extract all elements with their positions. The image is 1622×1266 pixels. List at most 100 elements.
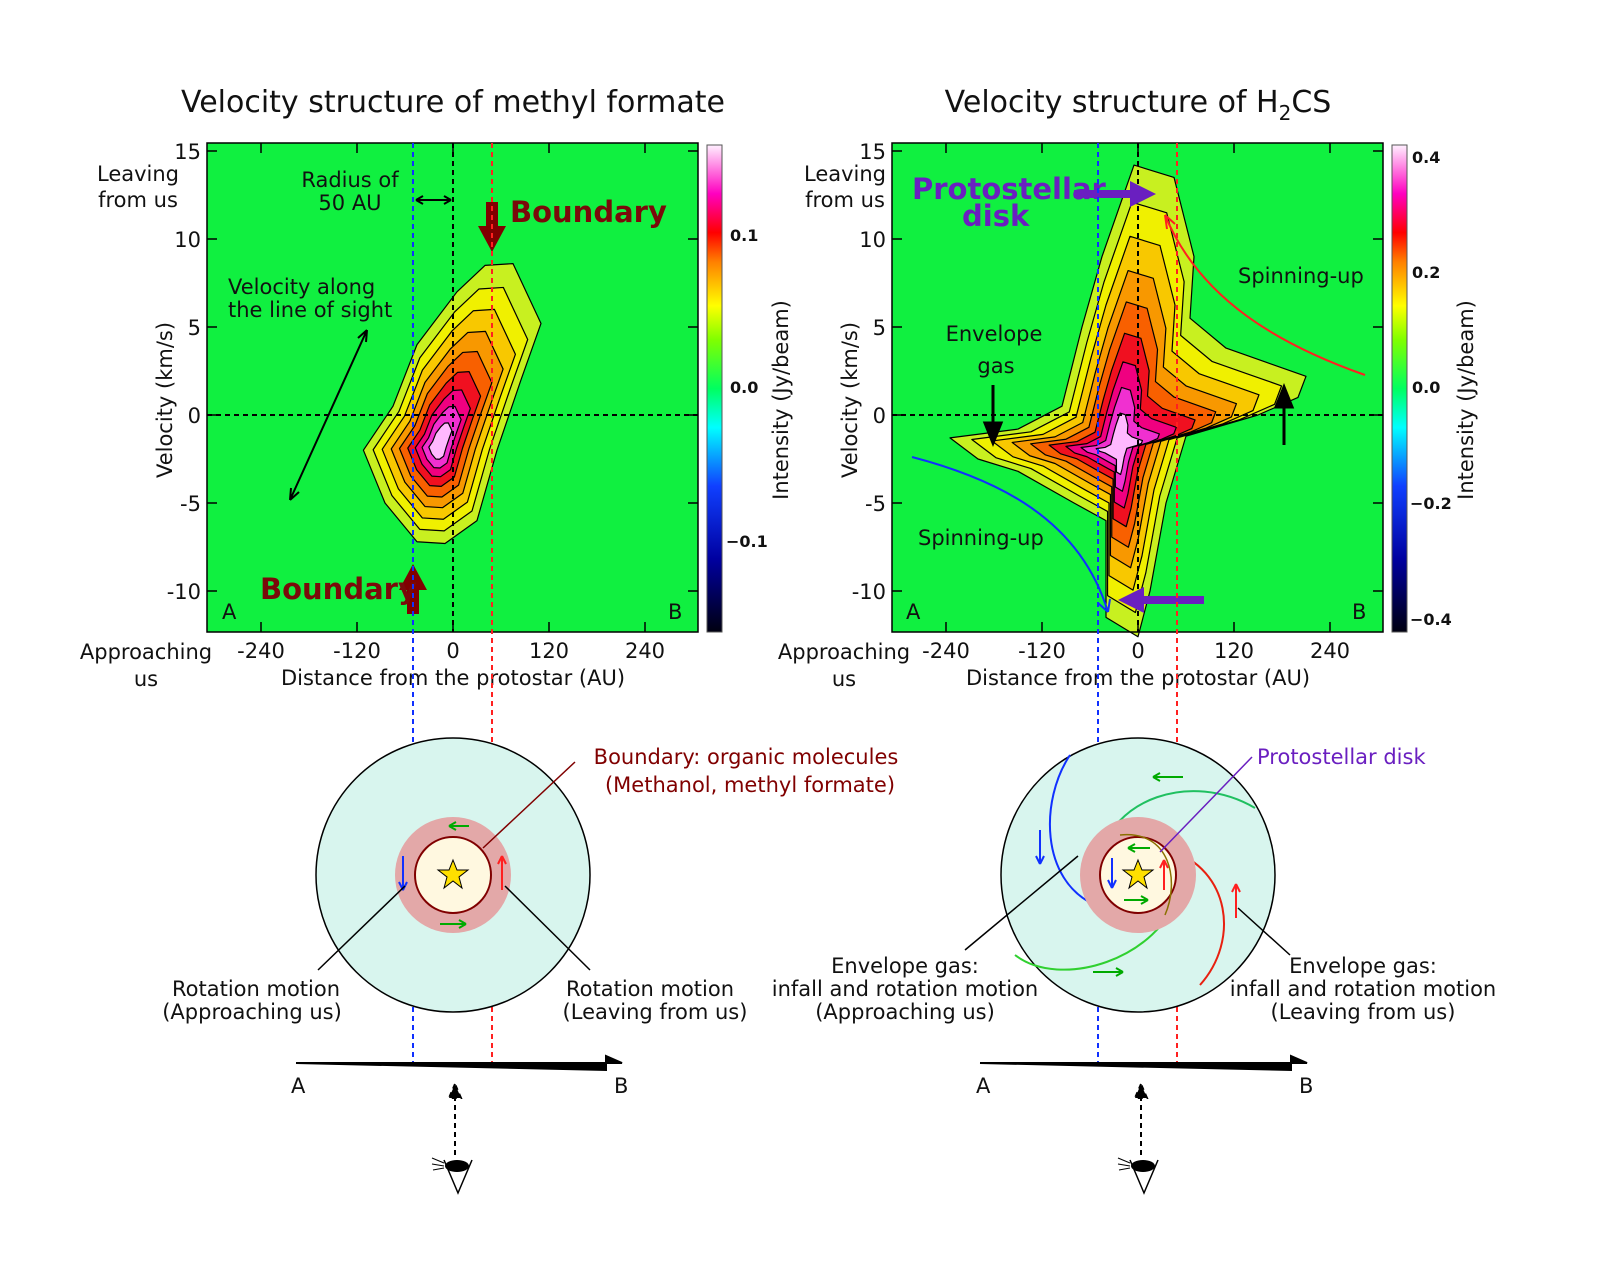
y-tick-label: 0: [873, 404, 886, 428]
leaving-arrow-icon: [1231, 883, 1241, 918]
approaching-label: Approaching: [778, 640, 910, 664]
y-tick-label: -10: [852, 580, 886, 604]
leaving-label: Leaving: [804, 162, 886, 186]
y-tick-label: -5: [865, 492, 886, 516]
envelope-label: gas: [977, 354, 1014, 378]
cb-tick: 0.0: [1412, 378, 1440, 397]
a-to-b-axis-arrow: [979, 1054, 1308, 1072]
boundary-label-top: Boundary: [510, 195, 667, 229]
protostar-star-icon: [1121, 858, 1155, 890]
envelope-label-left: Envelope gas:: [831, 954, 979, 978]
left-emission-contours: [362, 263, 542, 545]
rotation-arrow-icon: [440, 919, 467, 929]
disk-arrow-bottom-icon: [1118, 587, 1204, 613]
approaching-label: us: [832, 667, 856, 691]
los-arrow-icon: [289, 329, 368, 501]
y-tick-label: 15: [174, 140, 201, 164]
leaving-label: from us: [98, 188, 178, 212]
rotation-arrow-icon: [1152, 772, 1183, 782]
radius-arrow-icon: [415, 195, 452, 205]
rotation-arrow-icon: [1093, 967, 1124, 977]
right-panel: Velocity structure of H2CS 15 10 5 0 -5 -10 -2…: [778, 85, 1478, 691]
x-tick-label: 240: [625, 639, 665, 663]
spinning-up-label-bottom: Spinning-up: [918, 526, 1044, 550]
approaching-arrow-icon: [1035, 830, 1045, 865]
observer-eye-icon: [1117, 1157, 1159, 1195]
disk-label: Protostellar: [912, 172, 1107, 206]
x-tick-label: 240: [1310, 639, 1350, 663]
los-label: Velocity along: [228, 275, 375, 299]
right-colorbar-label: Intensity (Jy/beam): [1454, 300, 1478, 500]
contour-level: [428, 422, 453, 460]
x-tick-label: -240: [237, 639, 285, 663]
right-colorbar: [1391, 144, 1408, 633]
right-diagram: Protostellar disk Envelope gas: infall a…: [772, 737, 1497, 1195]
disk-arrow-top-icon: [1074, 181, 1156, 207]
protostar-star-icon: [436, 858, 470, 890]
cb-tick: −0.4: [1410, 610, 1452, 629]
left-title: Velocity structure of methyl formate: [181, 85, 725, 120]
cb-tick: 0.2: [1412, 263, 1440, 282]
x-tick-label: -240: [922, 639, 970, 663]
leaving-label: from us: [805, 188, 885, 212]
left-colorbar: [706, 144, 723, 633]
rotation-label-right: (Leaving from us): [563, 1000, 748, 1024]
corner-a: A: [906, 600, 921, 624]
left-ylabel: Velocity (km/s): [153, 322, 177, 478]
a-to-b-axis-arrow: [295, 1054, 623, 1072]
y-tick-label: 15: [859, 140, 886, 164]
disk-diagram-label: Protostellar disk: [1257, 745, 1426, 769]
axis-b: B: [1299, 1074, 1313, 1098]
y-tick-label: 5: [188, 316, 201, 340]
boundary-diagram-label: (Methanol, methyl formate): [605, 773, 895, 797]
contour-level: [1095, 412, 1144, 476]
cb-tick: 0.4: [1412, 148, 1440, 167]
boundary-label-bottom: Boundary: [260, 572, 417, 606]
y-tick-label: 0: [188, 404, 201, 428]
corner-b: B: [1352, 600, 1366, 624]
envelope-label-right: infall and rotation motion: [1230, 977, 1497, 1001]
rotation-label-left: Rotation motion: [172, 977, 340, 1001]
cb-tick: 0.0: [730, 378, 758, 397]
right-emission-contours: [949, 164, 1307, 638]
y-tick-label: 10: [174, 228, 201, 252]
left-diagram: Boundary: organic molecules (Methanol, m…: [162, 737, 899, 1195]
x-tick-label: 0: [446, 639, 459, 663]
observer-eye-icon: [431, 1157, 473, 1195]
left-ticks: 15 10 5 0 -5 -10 -240 -120 0 120 240: [167, 140, 698, 663]
los-label: the line of sight: [228, 298, 392, 322]
boundary-diagram-label: Boundary: organic molecules: [594, 745, 899, 769]
cb-tick: −0.2: [1410, 494, 1452, 513]
right-ticks: 15 10 5 0 -5 -10 -240 -120 0 120 240: [852, 140, 1383, 663]
y-tick-label: -10: [167, 580, 201, 604]
y-tick-label: 10: [859, 228, 886, 252]
y-tick-label: 5: [873, 316, 886, 340]
corner-b: B: [668, 600, 682, 624]
rotation-label-left: (Approaching us): [162, 1000, 342, 1024]
y-tick-label: -5: [180, 492, 201, 516]
leaving-arrow-icon: [1159, 859, 1169, 890]
x-tick-label: 0: [1131, 639, 1144, 663]
left-colorbar-label: Intensity (Jy/beam): [769, 300, 793, 500]
envelope-label-right: (Leaving from us): [1271, 1000, 1456, 1024]
envelope-label-right: Envelope gas:: [1289, 954, 1437, 978]
cb-tick: −0.1: [726, 532, 768, 551]
right-ylabel: Velocity (km/s): [838, 322, 862, 478]
rotation-arrow-icon: [1127, 843, 1150, 853]
approaching-label: Approaching: [80, 640, 212, 664]
radius-label: 50 AU: [318, 191, 381, 215]
spinning-up-curve-blue: [911, 456, 1109, 613]
envelope-down-arrow-icon: [982, 385, 1004, 448]
x-tick-label: -120: [333, 639, 381, 663]
rotation-label-right: Rotation motion: [566, 977, 734, 1001]
envelope-label: Envelope: [946, 322, 1043, 346]
leaving-label: Leaving: [97, 162, 179, 186]
rotation-arrow-icon: [1124, 895, 1149, 905]
approaching-label: us: [134, 667, 158, 691]
disk-label: disk: [962, 199, 1030, 233]
right-xlabel: Distance from the protostar (AU): [966, 666, 1310, 690]
leaving-arrow-icon: [497, 855, 507, 890]
radius-label: Radius of: [301, 168, 399, 192]
